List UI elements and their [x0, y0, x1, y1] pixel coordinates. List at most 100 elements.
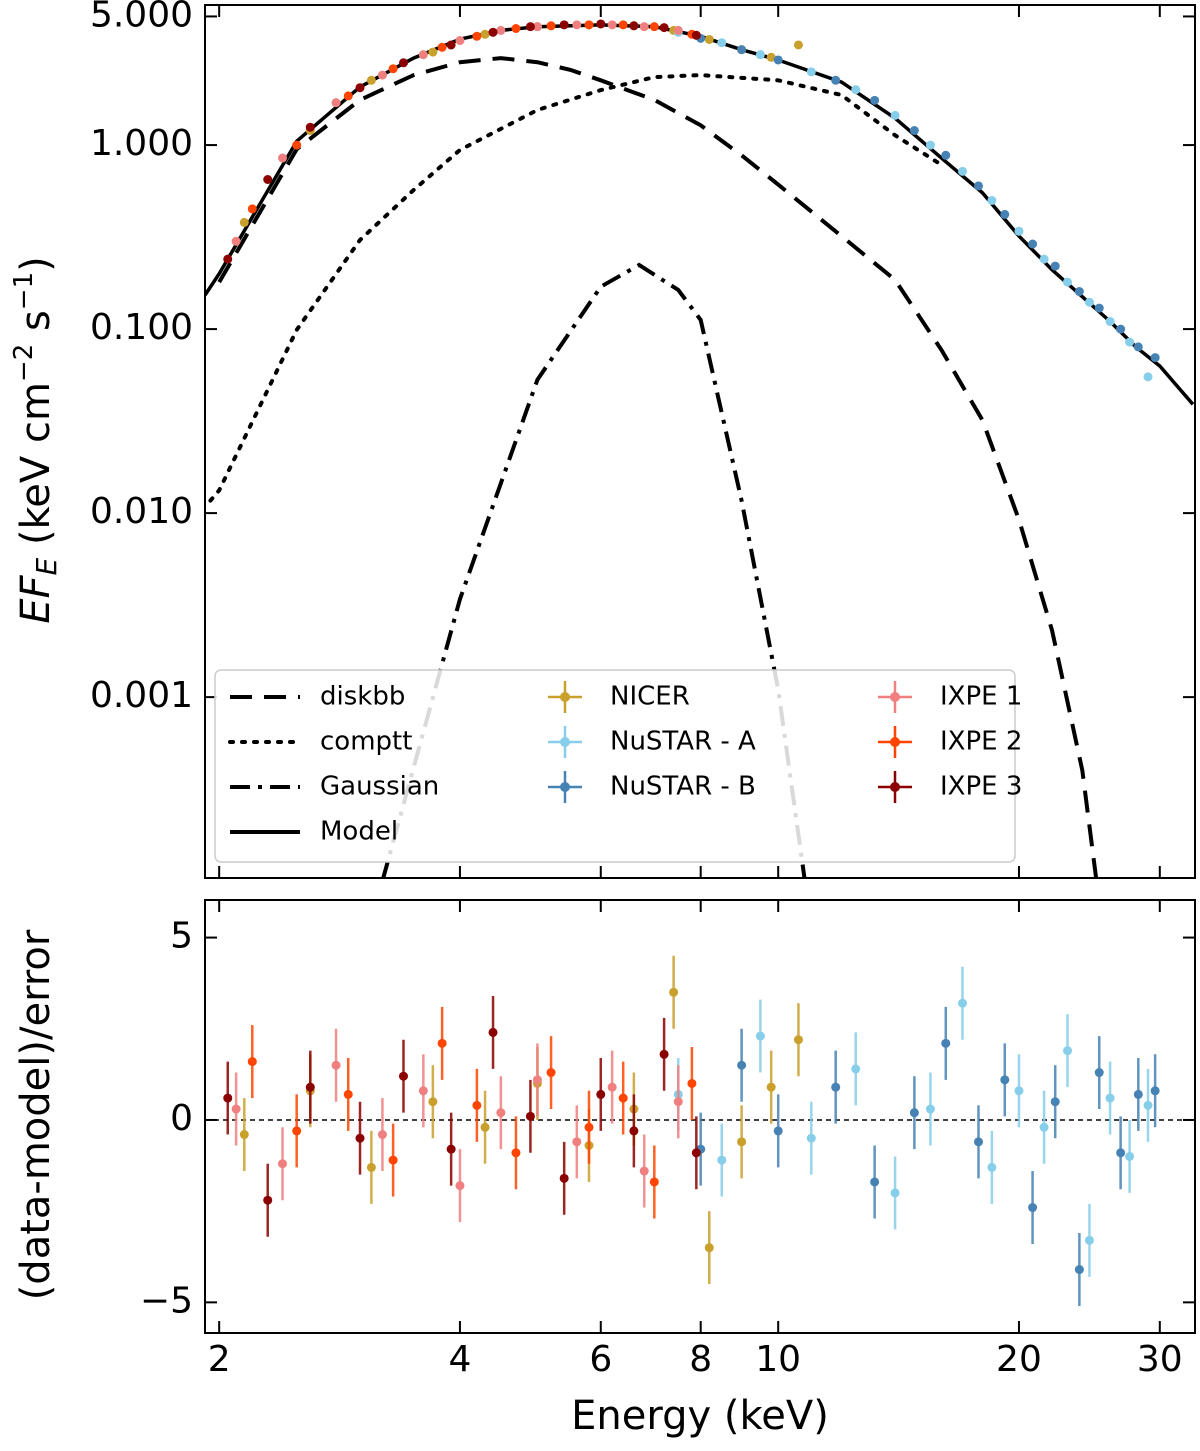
legend-marker [560, 737, 570, 747]
data-point [223, 254, 233, 264]
data-point [773, 55, 783, 65]
data-point [766, 1082, 776, 1092]
legend-marker [890, 782, 900, 792]
data-point [673, 1097, 683, 1107]
legend-label: NICER [610, 682, 690, 712]
data-point [1050, 1097, 1060, 1107]
data-point [629, 21, 639, 31]
data-point [1014, 1086, 1024, 1096]
data-point [909, 125, 919, 135]
data-point [584, 20, 594, 30]
data-point [572, 20, 582, 30]
data-point [596, 1089, 606, 1099]
data-point [673, 25, 683, 35]
legend-label: IXPE 3 [940, 772, 1022, 802]
x-axis-label: Energy (keV) [571, 1393, 829, 1439]
y-label-part: ) [13, 256, 59, 272]
data-point [428, 1097, 438, 1107]
data-point [973, 181, 983, 191]
data-point [851, 1064, 861, 1074]
data-point [480, 1122, 490, 1132]
y-axis-label: EFE (keV cm−2 s−1) [9, 256, 64, 624]
data-point [223, 1093, 233, 1103]
y-label-part: (keV cm [13, 382, 59, 558]
y-label-sub: E [30, 557, 63, 575]
data-point [717, 38, 727, 48]
data-point [925, 1104, 935, 1114]
data-point [737, 1137, 747, 1147]
data-point [806, 67, 816, 77]
data-point [870, 95, 880, 105]
data-point [331, 1060, 341, 1070]
data-point [639, 1166, 649, 1176]
data-point [618, 1093, 628, 1103]
data-point [572, 1137, 582, 1147]
data-point [584, 1122, 594, 1132]
data-point [488, 27, 498, 37]
data-point [1105, 316, 1115, 326]
plot-area [205, 19, 1195, 878]
data-point [496, 25, 506, 35]
x-tick-label: 6 [589, 1339, 612, 1380]
y-tick-label: 0 [170, 1098, 193, 1139]
data-point [305, 1082, 315, 1092]
data-point [649, 1177, 659, 1187]
data-point [418, 1086, 428, 1096]
y-label-sup: −2 [9, 344, 39, 382]
data-point [890, 1188, 900, 1198]
plot-layer: 0.001 0.010 0.100 1.000 5.000 −5 0 5 2 4 6 8 10 20 30 d… [90, 0, 1196, 1380]
data-point [428, 47, 438, 57]
data-point [659, 1049, 669, 1059]
x-tick-label: 10 [755, 1339, 801, 1380]
data-point [704, 34, 714, 44]
data-point [691, 30, 701, 40]
data-point [1074, 287, 1084, 297]
data-point [773, 1126, 783, 1136]
data-point [1028, 239, 1038, 249]
data-point [231, 1104, 241, 1114]
data-point [1150, 1086, 1160, 1096]
data-point [1125, 337, 1135, 347]
data-point [472, 1100, 482, 1110]
data-point [446, 1144, 456, 1154]
data-point [659, 23, 669, 33]
data-point [532, 1075, 542, 1085]
x-tick-label: 4 [448, 1339, 471, 1380]
data-point [691, 1148, 701, 1158]
data-point [870, 1177, 880, 1187]
data-point [973, 1137, 983, 1147]
data-point [1014, 226, 1024, 236]
data-point [607, 20, 617, 30]
data-point [398, 1071, 408, 1081]
data-point [596, 19, 606, 29]
data-point [239, 217, 249, 227]
legend-box [214, 669, 1016, 863]
data-point [704, 1243, 714, 1253]
data-point [1133, 1089, 1143, 1099]
data-point [546, 21, 556, 31]
data-point [446, 40, 456, 50]
data-point [525, 1111, 535, 1121]
data-point [331, 98, 341, 108]
data-point [437, 42, 447, 52]
data-point [669, 987, 679, 997]
legend-marker [890, 692, 900, 702]
data-point [806, 1133, 816, 1143]
x-tick-label: 8 [689, 1339, 712, 1380]
data-point [737, 45, 747, 55]
data-point [890, 110, 900, 120]
data-point [511, 1148, 521, 1158]
data-point [1000, 1075, 1010, 1085]
data-point [377, 70, 387, 80]
data-point [1094, 303, 1104, 313]
y-label-part: s [13, 310, 59, 344]
data-point [231, 236, 241, 246]
y-label-sup: −1 [9, 272, 39, 310]
data-point [793, 40, 803, 50]
model-curve [381, 262, 807, 878]
data-point [377, 1130, 387, 1140]
data-point [532, 22, 542, 32]
data-point [472, 31, 482, 41]
y-tick-label: 1.000 [90, 123, 193, 164]
